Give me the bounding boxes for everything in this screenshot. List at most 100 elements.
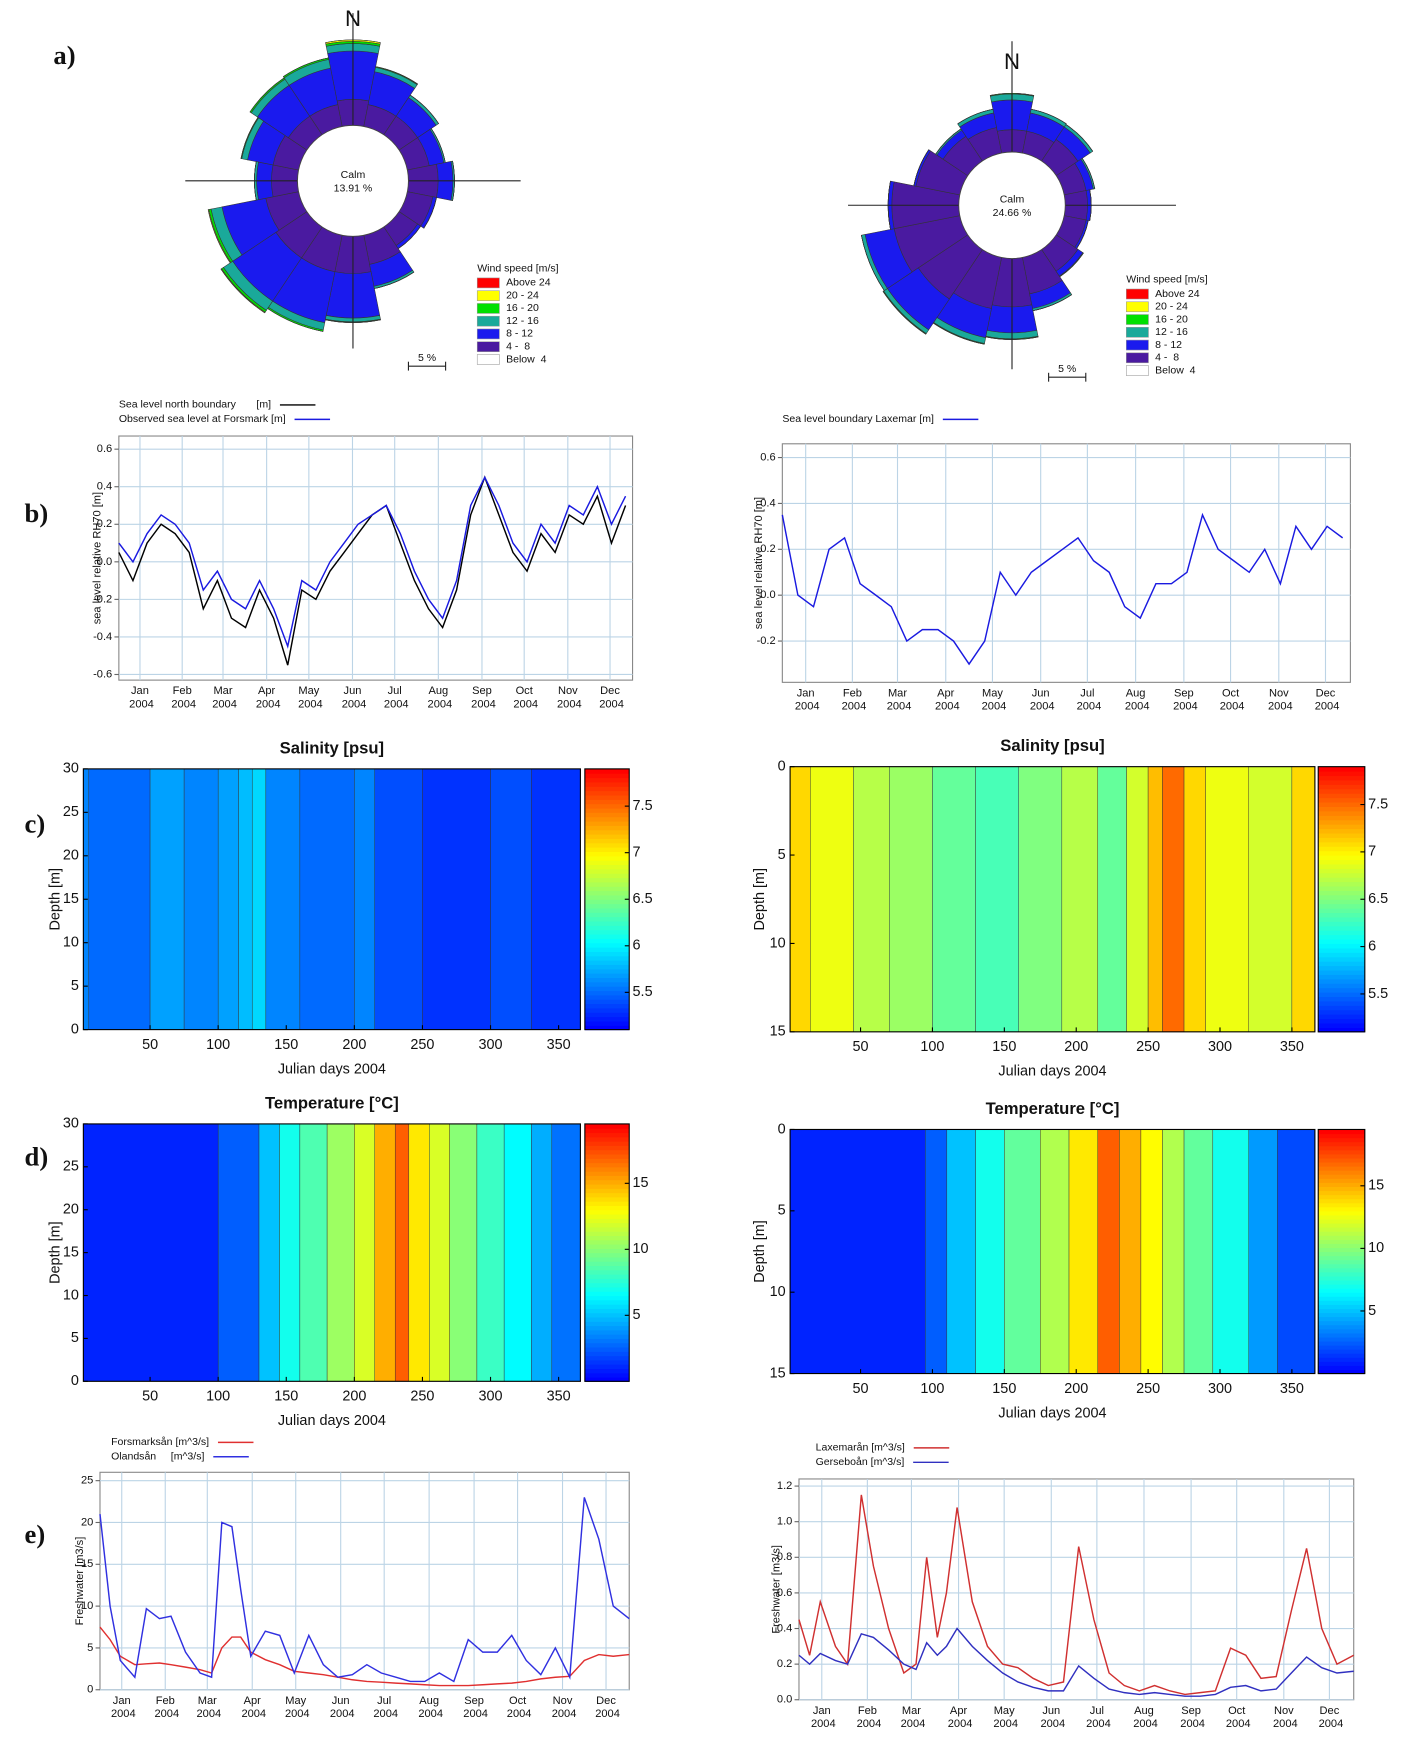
- contour-band: [789, 1129, 926, 1374]
- y-tick-label: 0.2: [97, 518, 112, 530]
- colorbar-step: [584, 1166, 630, 1172]
- colorbar-step: [584, 1201, 630, 1206]
- colorbar-step: [1318, 1251, 1365, 1257]
- colorbar-step: [584, 786, 630, 792]
- x-tick-label: Aug 2004: [1130, 1705, 1158, 1730]
- panel-label: a): [53, 40, 75, 70]
- x-tick-label: Oct 2004: [504, 1695, 532, 1720]
- colorbar-step: [584, 1020, 630, 1026]
- colorbar-step: [1318, 815, 1365, 821]
- contour-band: [531, 1123, 553, 1382]
- y-tick-label: 0: [87, 1684, 93, 1696]
- y-tick-label: -0.2: [93, 593, 112, 605]
- y-tick-label: 0: [71, 1021, 79, 1037]
- colorbar-step: [584, 1321, 630, 1327]
- x-tick-label: Oct 2004: [510, 685, 538, 710]
- colorbar-tick-label: 15: [1368, 1178, 1384, 1194]
- contour-band: [183, 768, 219, 1030]
- colorbar-step: [1318, 992, 1365, 998]
- colorbar-step: [1318, 784, 1365, 790]
- colorbar-step: [1318, 1316, 1365, 1322]
- x-tick-label: 350: [547, 1389, 571, 1405]
- contour-band: [149, 768, 185, 1030]
- contour-band: [217, 1123, 260, 1382]
- colorbar-step: [584, 1025, 630, 1031]
- colorbar-step: [584, 1209, 630, 1215]
- colorbar-step: [584, 955, 630, 961]
- colorbar-step: [1318, 1133, 1365, 1139]
- colorbar-step: [1318, 1214, 1365, 1220]
- colorbar-step: [1318, 850, 1365, 856]
- legend-label: Forsmarksån [m^3/s]: [111, 1436, 209, 1448]
- contour-band: [374, 768, 423, 1030]
- y-tick-label: -0.6: [93, 668, 112, 680]
- colorbar-tick-label: 7: [1368, 844, 1376, 860]
- colorbar-step: [1318, 1210, 1365, 1216]
- colorbar-tick-label: 5.5: [1368, 986, 1388, 1002]
- colorbar-step: [1318, 819, 1365, 825]
- colorbar-step: [584, 860, 630, 866]
- y-tick-label: 15: [63, 1244, 79, 1260]
- colorbar-step: [584, 842, 630, 848]
- y-tick-label: 0: [71, 1373, 79, 1389]
- colorbar-step: [584, 951, 630, 957]
- colorbar-step: [1318, 1279, 1365, 1285]
- colorbar-step: [1318, 1153, 1365, 1159]
- y-tick-label: 5: [71, 1330, 79, 1346]
- colorbar-step: [584, 1171, 630, 1176]
- colorbar-step: [584, 1359, 630, 1365]
- x-tick-label: 150: [274, 1389, 298, 1405]
- colorbar-step: [584, 1132, 630, 1138]
- colorbar-step: [1318, 868, 1365, 874]
- colorbar-step: [584, 799, 630, 805]
- colorbar-step: [1318, 969, 1365, 975]
- y-tick-label: 1.0: [777, 1516, 792, 1528]
- colorbar-step: [1318, 956, 1365, 962]
- colorbar-step: [584, 981, 630, 987]
- colorbar-step: [584, 768, 630, 774]
- colorbar-step: [584, 821, 630, 826]
- colorbar-step: [584, 1231, 630, 1237]
- chart-title: Temperature [°C]: [986, 1099, 1120, 1118]
- colorbar-step: [584, 899, 630, 905]
- legend-label: Below 4: [1155, 364, 1196, 376]
- contour-band: [299, 768, 355, 1030]
- calm-circle: [958, 151, 1066, 259]
- x-tick-label: Jul 2004: [381, 685, 409, 710]
- rose-segment: [325, 39, 381, 43]
- colorbar-step: [1318, 1005, 1365, 1011]
- legend-swatch: [476, 354, 500, 365]
- legend-swatch: [1126, 301, 1149, 313]
- x-tick-label: 300: [1208, 1039, 1232, 1055]
- contour-band: [422, 768, 491, 1030]
- x-tick-label: 100: [920, 1039, 944, 1055]
- y-tick-label: 5: [71, 978, 79, 994]
- colorbar-step: [584, 999, 630, 1005]
- contour-band: [429, 1123, 450, 1382]
- colorbar-step: [1318, 1365, 1365, 1371]
- x-tick-label: Feb 2004: [168, 685, 196, 710]
- contour-band: [1183, 766, 1206, 1033]
- contour-band: [1004, 1129, 1041, 1374]
- rose-segment: [398, 225, 421, 249]
- colorbar-frame: [1317, 1128, 1366, 1375]
- colorbar-step: [584, 960, 630, 965]
- colorbar-step: [584, 986, 630, 992]
- contour-band: [1248, 766, 1293, 1033]
- colorbar-step: [1318, 1166, 1365, 1171]
- contour-band: [299, 1123, 328, 1382]
- x-tick-label: 300: [1208, 1381, 1232, 1397]
- colorbar-step: [584, 1016, 630, 1022]
- colorbar-step: [1318, 1328, 1365, 1334]
- colorbar-step: [584, 1274, 630, 1279]
- colorbar-step: [584, 1316, 630, 1322]
- x-axis-label: Julian days 2004: [998, 1064, 1106, 1080]
- colorbar-step: [584, 916, 630, 922]
- plot-area: [99, 1471, 630, 1691]
- x-tick-label: 200: [342, 1389, 366, 1405]
- contour-band: [1291, 766, 1316, 1033]
- colorbar-step: [584, 1278, 630, 1284]
- legend-swatch: [1126, 314, 1149, 325]
- x-tick-label: Jul 2004: [1074, 687, 1102, 712]
- colorbar-step: [584, 1342, 630, 1348]
